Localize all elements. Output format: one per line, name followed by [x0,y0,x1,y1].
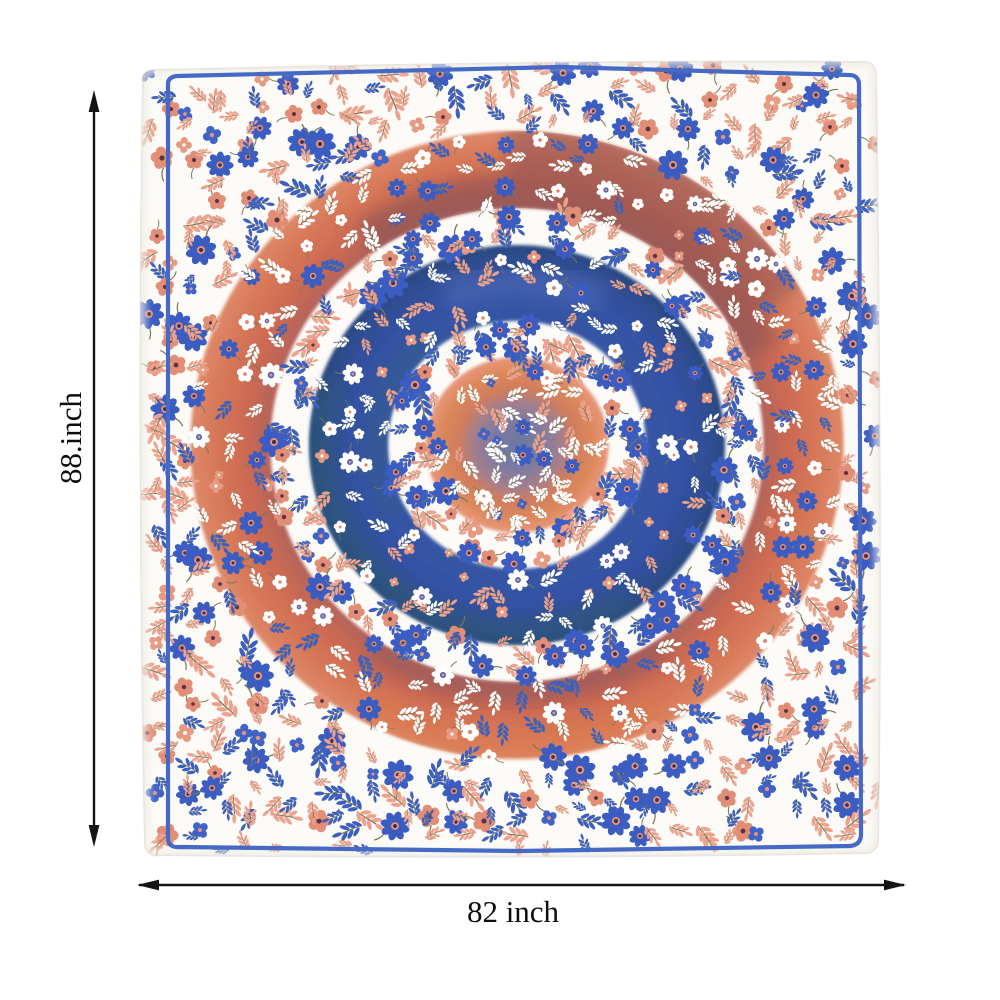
svg-text:88.inch: 88.inch [53,391,88,484]
svg-text:82 inch: 82 inch [467,894,560,929]
